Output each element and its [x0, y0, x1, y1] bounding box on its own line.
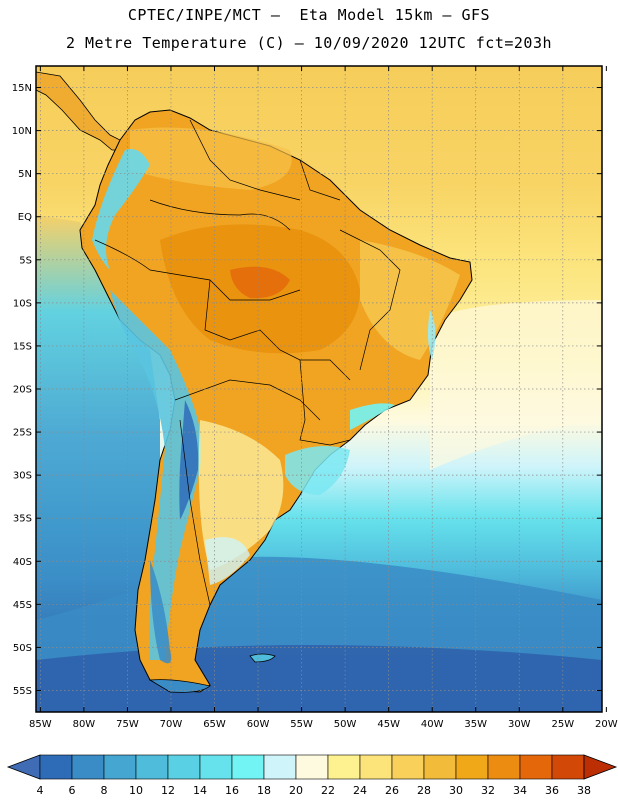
longitude-labels: 85W 80W 75W 70W 65W 60W 55W 50W 45W 40W 35W 30W 25W 2…	[29, 719, 618, 730]
colorbar-label: 34	[513, 784, 527, 797]
map-area	[36, 66, 602, 712]
colorbar-swatch	[551, 754, 585, 780]
colorbar-label: 26	[385, 784, 399, 797]
colorbar-label: 32	[481, 784, 495, 797]
lat-label: 40S	[13, 557, 32, 568]
lat-label: 35S	[13, 514, 32, 525]
lon-label: 35W	[464, 719, 487, 730]
southern-ocean-band	[36, 645, 602, 712]
title-line-1: CPTEC/INPE/MCT – Eta Model 15km – GFS	[127, 6, 491, 24]
lon-label: 55W	[290, 719, 313, 730]
andes-altiplano-coldest	[179, 400, 199, 520]
colorbar-label: 12	[161, 784, 175, 797]
argentina-mild-field	[198, 420, 284, 570]
colorbar	[6, 754, 618, 780]
tierra-del-fuego	[148, 679, 211, 693]
lon-label: 70W	[160, 719, 183, 730]
colorbar-label: 30	[449, 784, 463, 797]
southeast-coast-cool	[350, 403, 395, 430]
andes-north-cold	[92, 149, 150, 270]
lat-label: 20S	[13, 385, 32, 396]
falkland-islands	[249, 653, 276, 663]
warm-atlantic-field	[430, 300, 602, 470]
lat-label: 55S	[13, 686, 32, 697]
lat-label: EQ	[18, 212, 32, 223]
lon-label: 50W	[334, 719, 357, 730]
colorbar-label: 36	[545, 784, 559, 797]
colorbar-label: 10	[129, 784, 143, 797]
northern-coast-field	[130, 127, 292, 190]
colorbar-swatch	[423, 754, 457, 780]
colorbar-label: 38	[577, 784, 591, 797]
lon-label: 25W	[552, 719, 575, 730]
colorbar-swatch	[231, 754, 265, 780]
colorbar-swatch	[327, 754, 361, 780]
colorbar-swatch	[103, 754, 137, 780]
amazon-hottest-core	[230, 266, 290, 299]
colorbar-label: 4	[37, 784, 44, 797]
andes-south-cold	[110, 290, 202, 660]
colorbar-swatch	[391, 754, 425, 780]
colorbar-swatch	[295, 754, 329, 780]
lon-label: 40W	[421, 719, 444, 730]
colorbar-swatch	[455, 754, 489, 780]
colorbar-swatch	[135, 754, 169, 780]
lon-label: 30W	[508, 719, 531, 730]
colorbar-swatch	[71, 754, 105, 780]
east-coast-cool-strip	[427, 310, 436, 360]
lon-label: 20W	[595, 719, 618, 730]
colorbar-swatch	[167, 754, 201, 780]
colorbar-label: 24	[353, 784, 367, 797]
lat-label: 10S	[13, 298, 32, 309]
lat-label: 15S	[13, 341, 32, 352]
colorbar-swatch	[199, 754, 233, 780]
lat-label: 5S	[19, 255, 32, 266]
colorbar-swatch	[359, 754, 393, 780]
lat-label: 25S	[13, 428, 32, 439]
patagonia-cool-field	[205, 537, 250, 585]
lat-label: 5N	[18, 169, 32, 180]
colorbar-label: 6	[69, 784, 76, 797]
patagonia-andes-cold	[150, 560, 172, 664]
lon-label: 85W	[29, 719, 52, 730]
lat-label: 50S	[13, 643, 32, 654]
lon-label: 65W	[203, 719, 226, 730]
colorbar-labels: 4 6 8 10 12 14 16 18 20 22 24 26 28 30 32 34 36 38	[37, 784, 592, 797]
country-borders	[94, 119, 401, 606]
colorbar-label: 14	[193, 784, 207, 797]
colorbar-label: 28	[417, 784, 431, 797]
colorbar-swatch	[519, 754, 553, 780]
colorbar-label: 16	[225, 784, 239, 797]
lon-label: 45W	[377, 719, 400, 730]
lat-label: 30S	[13, 471, 32, 482]
colorbar-label: 18	[257, 784, 271, 797]
axis-ticks	[36, 66, 607, 712]
colorbar-swatch	[39, 754, 73, 780]
lon-label: 60W	[247, 719, 270, 730]
title-line-2: 2 Metre Temperature (C) – 10/09/2020 12U…	[65, 34, 553, 52]
colorbar-arrow-low	[6, 754, 41, 780]
colorbar-swatch	[263, 754, 297, 780]
lat-label: 10N	[12, 126, 32, 137]
colorbar-label: 8	[101, 784, 108, 797]
colorbar-label: 20	[289, 784, 303, 797]
colorbar-swatch	[487, 754, 521, 780]
lon-label: 75W	[116, 719, 139, 730]
latitude-labels: 15N 10N 5N EQ 5S 10S 15S 20S 25S 30S 35S 40S 45S 50S 5…	[12, 83, 32, 697]
colorbar-label: 22	[321, 784, 335, 797]
colorbar-arrow-high	[583, 754, 618, 780]
lat-label: 15N	[12, 83, 32, 94]
lat-label: 45S	[13, 600, 32, 611]
lon-label: 80W	[73, 719, 96, 730]
